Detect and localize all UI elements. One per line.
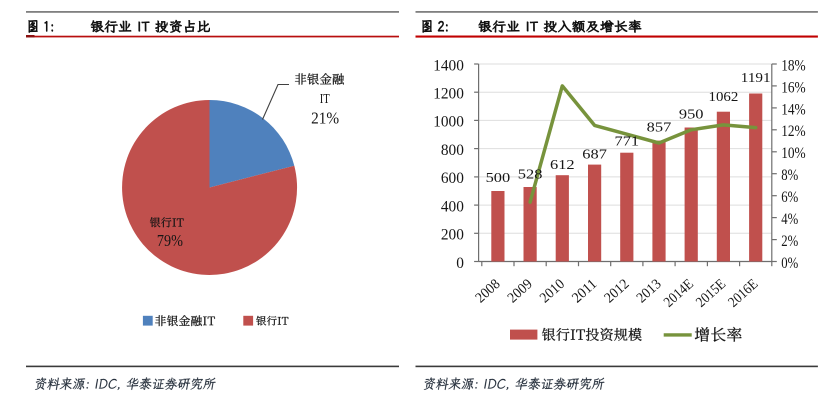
svg-text:10%: 10% [781,145,806,162]
svg-text:400: 400 [441,198,464,215]
svg-text:600: 600 [441,170,464,187]
svg-text:800: 800 [441,142,464,159]
svg-text:18%: 18% [781,57,806,74]
svg-text:1062: 1062 [709,89,739,104]
svg-text:528: 528 [518,167,543,182]
svg-text:0: 0 [456,255,464,272]
svg-text:1000: 1000 [433,114,464,131]
svg-text:200: 200 [441,227,464,244]
svg-text:950: 950 [679,107,704,122]
svg-text:612: 612 [550,157,575,172]
svg-text:2%: 2% [781,233,798,250]
svg-text:857: 857 [647,119,672,134]
svg-text:14%: 14% [781,101,806,118]
svg-text:79%: 79% [157,231,183,250]
svg-text:6%: 6% [781,189,798,206]
svg-text:687: 687 [582,146,607,161]
svg-text:1200: 1200 [433,86,464,103]
svg-text:16%: 16% [781,79,806,96]
svg-text:4%: 4% [781,211,798,228]
svg-text:21%: 21% [311,108,339,127]
svg-text:771: 771 [615,134,640,149]
svg-text:8%: 8% [781,167,798,184]
svg-text:1400: 1400 [433,57,464,74]
svg-text:IT: IT [320,92,330,107]
svg-text:500: 500 [486,170,511,185]
svg-text:12%: 12% [781,123,806,140]
svg-text:1191: 1191 [741,70,771,85]
svg-text:0%: 0% [781,255,798,272]
